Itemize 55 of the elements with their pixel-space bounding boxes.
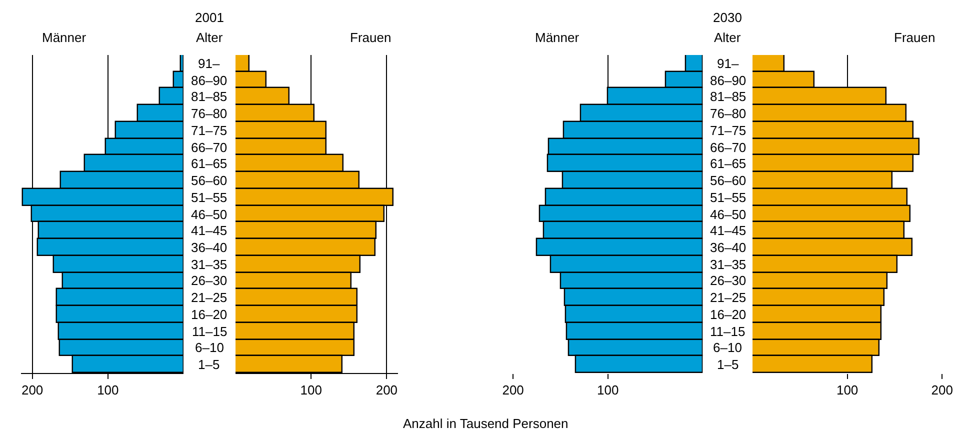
- y-tick-label: 86–90: [191, 73, 228, 88]
- text: Anzahl in Tausend Personen: [403, 416, 568, 430]
- y-tick-label: 81–85: [710, 89, 746, 104]
- y-tick-label: 61–65: [191, 156, 228, 171]
- y-tick-label: 56–60: [710, 173, 746, 188]
- chart-title: Frauen: [894, 30, 936, 45]
- y-tick-label: 91–: [198, 56, 220, 71]
- y-tick-label: 26–30: [191, 273, 228, 288]
- y-tick-label: 36–40: [191, 240, 228, 255]
- chart-title: Männer: [42, 30, 87, 45]
- y-tick-label: 81–85: [191, 89, 228, 104]
- y-tick-label: 61–65: [710, 156, 746, 171]
- x-tick-label: 200: [376, 382, 398, 398]
- y-tick-label: 51–55: [710, 190, 746, 205]
- chart-subtitle: 2030: [713, 10, 742, 25]
- y-tick-label: 21–25: [710, 290, 746, 305]
- y-tick-label: 66–70: [710, 140, 746, 155]
- x-tick-label: 100: [97, 382, 119, 398]
- chart-subtitle: 2001: [195, 10, 224, 25]
- y-tick-label: 76–80: [710, 106, 746, 121]
- x-tick-label: 100: [836, 382, 858, 398]
- x-tick-label: 100: [300, 382, 322, 398]
- y-tick-label: 56–60: [191, 173, 228, 188]
- x-tick-label: 100: [597, 382, 619, 398]
- y-tick-label: 6–10: [713, 340, 742, 355]
- y-tick-label: 26–30: [710, 273, 746, 288]
- chart-title: Männer: [535, 30, 580, 45]
- y-tick-label: 76–80: [191, 106, 228, 121]
- y-tick-label: 46–50: [710, 207, 746, 222]
- y-tick-label: 16–20: [191, 307, 228, 322]
- y-tick-label: 71–75: [710, 123, 746, 138]
- y-tick-label: 86–90: [710, 73, 746, 88]
- y-tick-label: 1–5: [198, 357, 220, 372]
- y-tick-label: 71–75: [191, 123, 228, 138]
- y-tick-label: 41–45: [710, 223, 746, 238]
- y-tick-label: 21–25: [191, 290, 228, 305]
- y-tick-label: 41–45: [191, 223, 228, 238]
- y-tick-label: 91–: [717, 56, 740, 71]
- x-tick-label: 200: [21, 382, 44, 398]
- y-tick-label: 16–20: [710, 307, 746, 322]
- y-tick-label: 31–35: [710, 257, 746, 272]
- y-tick-label: 51–55: [191, 190, 228, 205]
- y-tick-label: 31–35: [191, 257, 228, 272]
- chart-title: Frauen: [350, 30, 392, 45]
- y-tick-label: 66–70: [191, 140, 228, 155]
- y-tick-label: 1–5: [717, 357, 739, 372]
- x-tick-label: 200: [931, 382, 953, 398]
- y-tick-label: 36–40: [710, 240, 746, 255]
- y-tick-label: 6–10: [195, 340, 224, 355]
- y-axis-title: Alter: [196, 30, 224, 45]
- y-axis-title: Alter: [714, 30, 742, 45]
- x-tick-label: 200: [502, 382, 524, 398]
- y-tick-label: 11–15: [710, 324, 746, 339]
- y-tick-label: 46–50: [191, 207, 228, 222]
- y-tick-label: 11–15: [192, 324, 228, 339]
